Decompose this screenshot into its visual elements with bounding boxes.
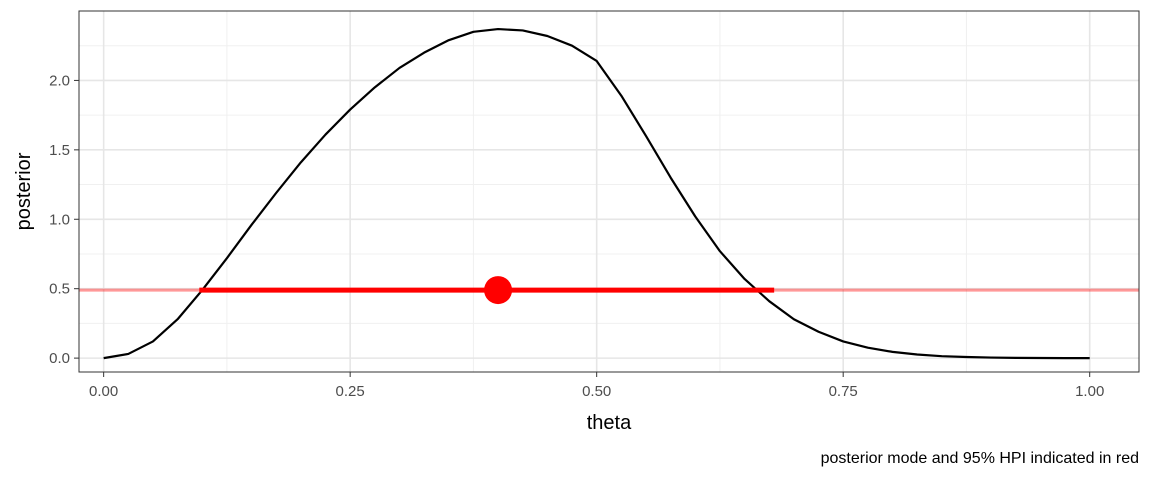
- x-axis: 0.00 0.25 0.50 0.75 1.00: [89, 372, 1104, 400]
- y-tick-label: 2.0: [49, 72, 70, 89]
- y-axis: 0.0 0.5 1.0 1.5 2.0: [49, 72, 79, 367]
- annotation-layer: [79, 276, 1139, 305]
- posterior-mode-point: [484, 276, 513, 305]
- x-tick-label: 0.75: [829, 383, 858, 400]
- x-tick-label: 1.00: [1075, 383, 1104, 400]
- posterior-curve: [103, 27, 1090, 360]
- x-tick-label: 0.25: [336, 383, 365, 400]
- x-tick-label: 0.50: [582, 383, 611, 400]
- y-tick-label: 1.5: [49, 142, 70, 159]
- y-axis-title: posterior: [13, 152, 35, 230]
- series-layer: [103, 27, 1090, 360]
- panel-border: [78, 10, 1140, 373]
- y-tick-label: 0.5: [49, 281, 70, 298]
- chart-caption: posterior mode and 95% HPI indicated in …: [821, 450, 1139, 467]
- x-axis-title: theta: [587, 412, 632, 434]
- y-tick-label: 0.0: [49, 350, 70, 367]
- grid-major: [79, 11, 1139, 372]
- x-tick-label: 0.00: [89, 383, 118, 400]
- y-tick-label: 1.0: [49, 211, 70, 228]
- grid-minor: [79, 11, 1139, 372]
